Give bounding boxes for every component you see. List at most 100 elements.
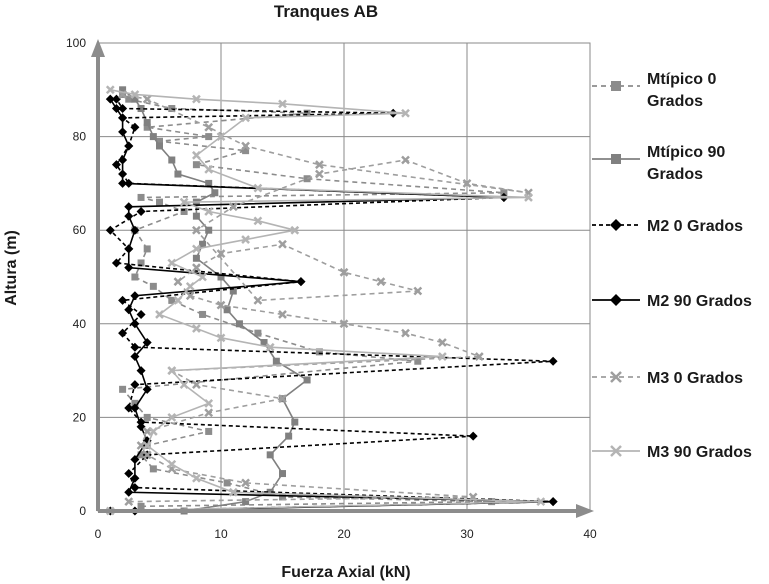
data-point-square — [137, 193, 145, 201]
data-point-square — [315, 348, 323, 356]
data-point-diamond — [118, 127, 128, 137]
x-tick-label: 40 — [583, 527, 597, 541]
y-tick-label: 0 — [79, 504, 86, 518]
data-point-diamond — [130, 455, 140, 465]
data-point-diamond — [118, 295, 128, 305]
data-point-square — [156, 137, 163, 145]
data-point-x — [228, 202, 238, 212]
data-point-x — [179, 380, 189, 390]
data-point-square — [192, 212, 200, 220]
data-point-diamond — [111, 104, 121, 114]
data-point-square — [149, 282, 157, 290]
tick-labels: 0 10 20 30 40 0 20 40 60 80 100 — [66, 36, 597, 541]
data-point-x — [253, 296, 263, 305]
data-point-square — [279, 470, 286, 478]
data-point-x — [241, 478, 250, 488]
data-point-square — [199, 240, 207, 248]
data-point-square — [211, 189, 219, 197]
data-point-diamond — [136, 366, 146, 376]
data-point-x — [610, 445, 622, 457]
data-point-diamond — [136, 206, 146, 216]
data-point-square — [143, 119, 151, 127]
data-point-square — [174, 170, 182, 178]
data-point-x — [142, 94, 152, 104]
data-point-square — [242, 147, 250, 155]
data-point-diamond — [124, 403, 134, 413]
series-line — [122, 93, 529, 503]
data-point-square — [131, 399, 139, 407]
series-line — [109, 98, 554, 512]
legend-entry: M3 0 Grados — [592, 370, 743, 387]
data-point-diamond — [111, 160, 121, 170]
data-point-diamond — [118, 155, 128, 165]
data-point-diamond — [548, 497, 558, 507]
data-point-x — [167, 258, 177, 268]
data-point-square — [119, 86, 127, 94]
data-point-x — [610, 371, 622, 383]
data-point-square — [611, 81, 621, 91]
data-point-square — [235, 320, 243, 328]
data-point-x — [192, 473, 201, 483]
data-point-x — [438, 338, 447, 347]
y-axis-arrow — [91, 39, 105, 57]
x-tick-label: 30 — [460, 527, 474, 541]
data-point-diamond — [118, 104, 128, 114]
data-point-x — [148, 427, 158, 436]
data-point-x — [536, 497, 546, 507]
legend-label: M2 0 Grados — [647, 218, 743, 235]
data-point-x — [204, 122, 214, 132]
legend-label: M3 90 Grados — [647, 444, 752, 461]
data-point-square — [137, 105, 145, 113]
data-point-square — [192, 161, 200, 169]
data-point-square — [156, 142, 163, 150]
data-point-square — [488, 498, 496, 506]
legend-entry: M2 0 Grados — [592, 218, 743, 235]
data-point-x — [339, 267, 349, 277]
data-point-square — [143, 245, 151, 253]
data-point-square — [131, 95, 139, 103]
data-point-square — [291, 418, 299, 426]
data-point-x — [192, 263, 201, 273]
data-point-square — [192, 254, 200, 262]
data-point-x — [216, 300, 226, 310]
data-point-x — [241, 113, 250, 123]
y-tick-label: 20 — [73, 410, 87, 424]
data-point-square — [156, 198, 163, 206]
data-point-square — [266, 451, 274, 459]
data-point-x — [204, 207, 214, 216]
data-point-x — [167, 366, 177, 375]
data-point-square — [279, 493, 286, 501]
data-point-x — [438, 352, 447, 361]
data-point-x — [241, 141, 250, 151]
data-point-square — [205, 133, 213, 141]
data-point-square — [137, 502, 145, 510]
data-point-diamond — [118, 328, 128, 338]
data-point-x — [192, 150, 201, 160]
data-point-square — [119, 385, 127, 393]
data-point-x — [173, 296, 183, 305]
data-point-square — [266, 488, 274, 496]
data-point-square — [217, 273, 225, 281]
data-point-x — [204, 398, 214, 408]
data-point-diamond — [105, 225, 115, 235]
data-point-square — [303, 376, 311, 384]
data-point-square — [205, 226, 213, 234]
data-point-x — [315, 160, 324, 170]
data-point-x — [401, 328, 410, 338]
data-point-x — [253, 216, 263, 226]
data-point-x — [130, 90, 140, 99]
legend-label: Mtípico 0 — [647, 71, 716, 88]
data-point-x — [216, 249, 226, 258]
data-point-square — [149, 133, 157, 141]
legend-entry: M2 90 Grados — [592, 293, 752, 310]
data-point-square — [168, 296, 176, 304]
data-point-diamond — [124, 487, 134, 497]
data-point-x — [192, 94, 201, 104]
series-6 — [105, 85, 546, 516]
data-point-x — [315, 169, 324, 179]
data-point-diamond — [130, 122, 140, 132]
data-point-square — [205, 427, 213, 435]
x-tick-label: 10 — [214, 527, 228, 541]
x-axis-arrow — [576, 504, 594, 518]
